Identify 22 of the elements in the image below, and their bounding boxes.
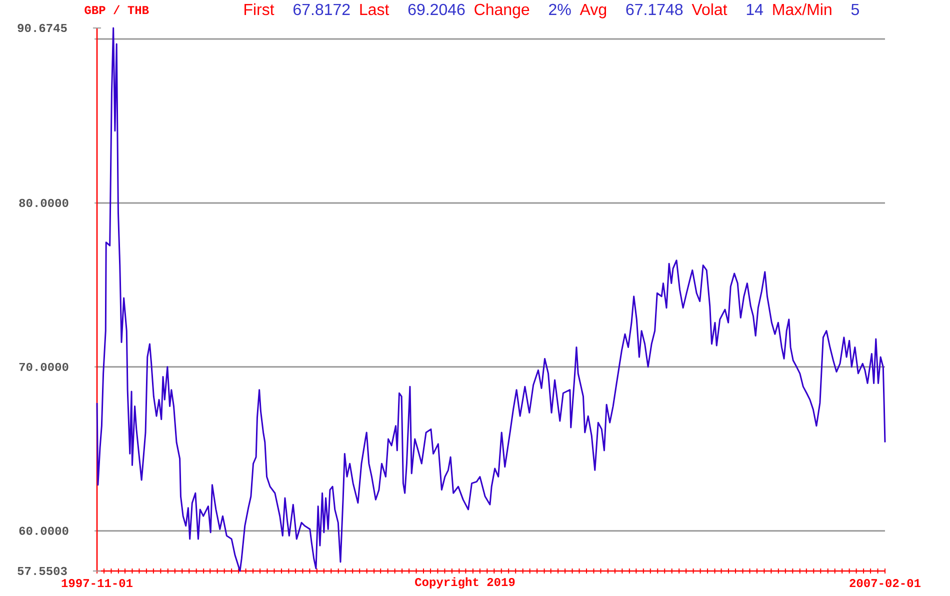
- text: First: [244, 3, 274, 16]
- text: 67.1748: [626, 4, 683, 16]
- y-tick-label: 70.0000: [19, 362, 68, 371]
- y-tick-label: 60.0000: [19, 526, 68, 535]
- text: Change: [474, 3, 530, 18]
- x-tick-label: 2007-02-01: [850, 579, 920, 588]
- text: 2%: [549, 4, 571, 16]
- y-tick-label: 90.6745: [18, 24, 67, 32]
- text: Copyright 2019: [415, 577, 515, 589]
- text: Last: [360, 4, 390, 16]
- text: Avg: [580, 4, 606, 18]
- text: Volat: [692, 3, 728, 16]
- y-tick-label: 80.0000: [19, 198, 68, 208]
- chart-title: GBP / THB: [84, 5, 149, 14]
- text: 14: [746, 4, 764, 15]
- x-tick-label: 1997-11-01: [62, 579, 132, 588]
- text: Max/Min: [773, 3, 832, 16]
- text: 69.2046: [408, 4, 465, 16]
- line-series: [96, 27, 886, 572]
- y-tick-label: 57.5503: [18, 566, 67, 576]
- text: 5: [851, 4, 859, 16]
- text: 67.8172: [294, 4, 350, 16]
